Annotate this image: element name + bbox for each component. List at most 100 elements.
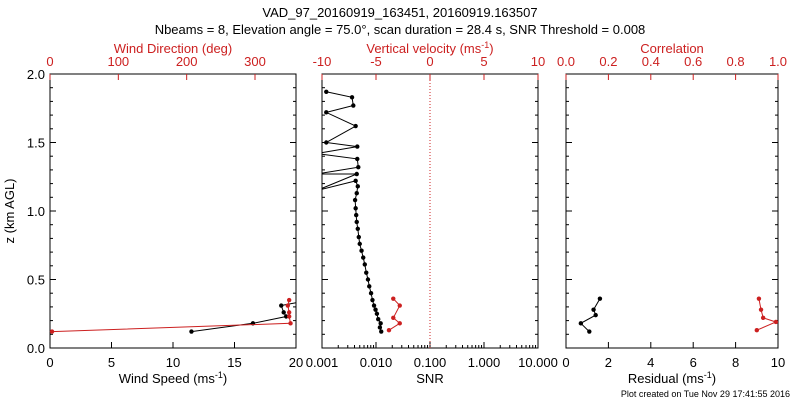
x-tick-label: 15	[227, 355, 241, 370]
data-point	[355, 184, 360, 189]
data-point	[283, 314, 289, 319]
data-point	[353, 178, 358, 184]
top-tick-label: 0.4	[642, 54, 660, 69]
data-point	[351, 103, 356, 108]
top-tick-label: 10	[531, 54, 545, 69]
data-point	[324, 110, 329, 115]
data-point	[391, 296, 396, 301]
top-axis-label: Wind Direction (deg)	[114, 41, 233, 56]
data-point	[378, 321, 383, 326]
panel-speed-direction: 0.0 0.5 1.0 1.5 2.0 z (km AGL) 0 5 10 15 20 Wind Sp…	[2, 41, 303, 386]
x-tick-label: 0.010	[360, 355, 393, 370]
x-tick-label: 10	[771, 355, 785, 370]
data-point	[285, 303, 290, 308]
data-point	[288, 321, 293, 326]
data-point	[364, 270, 369, 275]
data-point	[354, 171, 359, 177]
x-tick-label: 10	[166, 355, 180, 370]
top-axis-label: Correlation	[640, 41, 704, 56]
data-point	[324, 140, 329, 145]
data-point	[286, 297, 292, 303]
data-point	[49, 329, 55, 334]
data-point	[760, 315, 766, 321]
series-line	[388, 298, 401, 331]
top-tick-label: 0.8	[727, 54, 745, 69]
x-tick-label: 20	[289, 355, 303, 370]
x-tick-label: 0.001	[306, 355, 339, 370]
y-tick-label: 1.5	[27, 136, 45, 151]
series-line	[756, 298, 778, 331]
panel-frame	[321, 73, 539, 349]
top-tick-label: 0	[426, 54, 433, 69]
data-point	[279, 303, 284, 308]
data-point	[593, 312, 598, 318]
data-point	[377, 325, 383, 330]
data-point	[324, 89, 329, 95]
x-tick-label: 4	[647, 355, 654, 370]
x-tick-label: 2	[605, 355, 612, 370]
data-point	[386, 327, 392, 333]
x-tick-label: 10.000	[518, 355, 558, 370]
data-point	[352, 197, 358, 203]
top-tick-label: 300	[244, 54, 266, 69]
data-point	[758, 307, 764, 312]
y-tick-label: 0.5	[27, 273, 45, 288]
data-point	[361, 255, 366, 260]
data-point	[354, 190, 359, 196]
top-tick-label: 0.2	[599, 54, 617, 69]
x-tick-label: 0.100	[414, 355, 447, 370]
y-tick-label: 1.0	[27, 204, 45, 219]
data-point	[379, 329, 384, 334]
series-line	[51, 299, 292, 333]
data-point	[397, 303, 402, 308]
data-point	[367, 284, 372, 289]
data-point	[356, 234, 361, 240]
data-point	[357, 241, 362, 247]
top-tick-label: 5	[480, 54, 487, 69]
data-point	[286, 314, 292, 319]
data-point	[591, 307, 596, 312]
data-point	[756, 296, 762, 301]
data-point	[355, 144, 360, 149]
data-point	[754, 327, 759, 333]
x-tick-label: 1.000	[468, 355, 501, 370]
data-point	[353, 206, 358, 211]
data-point	[397, 321, 402, 326]
data-point	[356, 164, 361, 170]
y-axis-label: z (km AGL)	[2, 178, 17, 243]
data-point	[355, 156, 360, 162]
data-point	[370, 297, 375, 303]
plot-created-footer: Plot created on Tue Nov 29 17:41:55 2016	[621, 389, 790, 399]
data-point	[587, 329, 592, 334]
x-tick-label: 8	[732, 355, 739, 370]
panel-residual-correlation: 0 2 4 6 8 10 Residual (ms-1) 0.0 0.2 0.4 0.6 0.8 1.0…	[557, 41, 787, 386]
y-tick-label: 2.0	[27, 67, 45, 82]
panel-snr-vvel: 0.001 0.010 0.100 1.000 10.000 SNR -10 -5 0 5 10 Ve…	[306, 40, 558, 386]
top-axis-label: Vertical velocity (ms-1)	[366, 40, 493, 56]
data-point	[353, 123, 358, 129]
top-tick-label: 0.0	[557, 54, 575, 69]
x-axis-label: SNR	[416, 371, 443, 386]
data-point	[773, 319, 779, 325]
data-point	[359, 248, 364, 253]
top-tick-label: -5	[370, 54, 382, 69]
top-tick-label: 200	[176, 54, 198, 69]
panel-frame	[49, 73, 297, 349]
data-point	[374, 311, 380, 316]
top-tick-label: -10	[313, 54, 332, 69]
data-point	[286, 310, 292, 315]
data-point	[578, 321, 584, 326]
plot-subtitle: Nbeams = 8, Elevation angle = 75.0°, sca…	[155, 22, 646, 37]
x-tick-label: 6	[690, 355, 697, 370]
data-point	[597, 296, 603, 301]
data-point	[354, 219, 359, 225]
top-tick-label: 1.0	[769, 54, 787, 69]
plot-title: VAD_97_20160919_163451, 20160919.163507	[262, 5, 537, 20]
panel-frame	[565, 73, 779, 349]
top-tick-label: 0	[46, 54, 53, 69]
y-tick-label: 0.0	[27, 341, 45, 356]
data-point	[349, 95, 355, 100]
data-point	[368, 291, 374, 296]
